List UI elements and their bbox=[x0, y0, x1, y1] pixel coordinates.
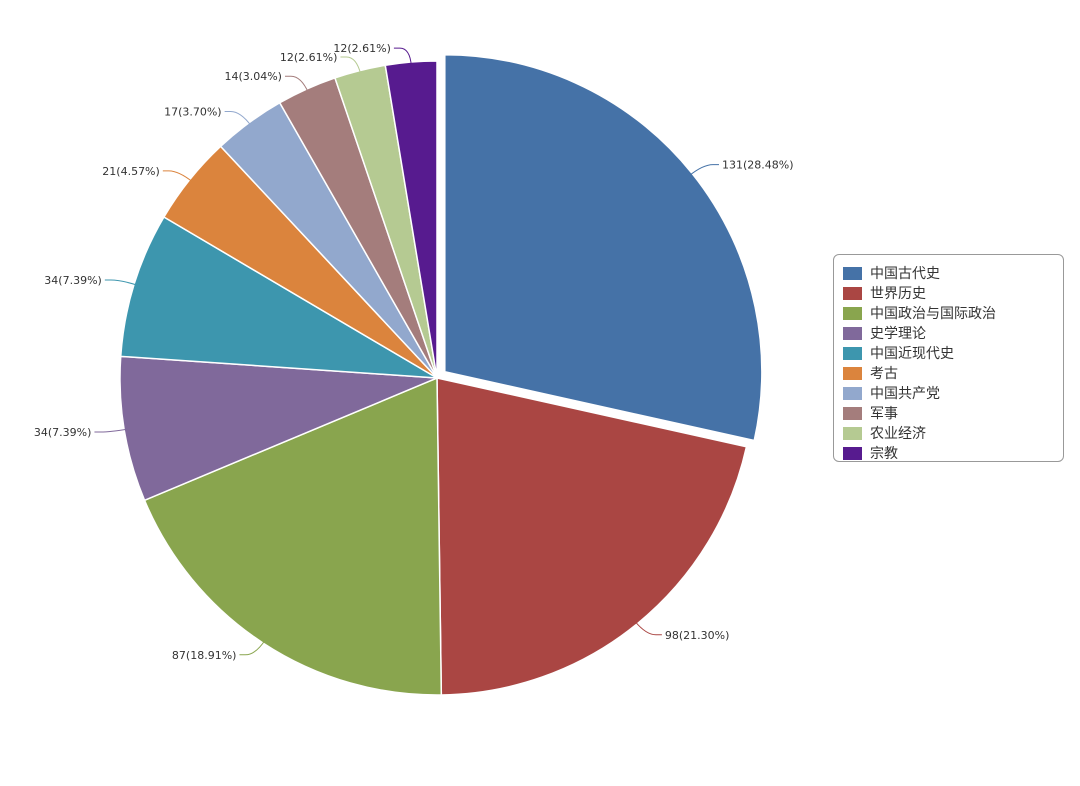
data-label-8: 12(2.61%) bbox=[280, 51, 338, 64]
legend-swatch bbox=[843, 306, 862, 320]
connector-line-9 bbox=[393, 47, 412, 67]
connector-line-1 bbox=[634, 620, 662, 636]
legend-item-6[interactable]: 中国共产党 bbox=[843, 383, 1063, 403]
data-label-3: 34(7.39%) bbox=[34, 426, 92, 439]
pie-slice-0 bbox=[444, 53, 763, 442]
legend-swatch bbox=[843, 326, 862, 340]
legend-label: 世界历史 bbox=[870, 286, 926, 302]
legend-swatch bbox=[843, 386, 862, 400]
legend-item-3[interactable]: 史学理论 bbox=[843, 323, 1063, 343]
legend-label: 中国共产党 bbox=[870, 386, 940, 402]
data-label-7: 14(3.04%) bbox=[224, 70, 282, 83]
legend-item-8[interactable]: 农业经济 bbox=[843, 423, 1063, 443]
legend-item-9[interactable]: 宗教 bbox=[843, 443, 1063, 463]
chart-legend: 中国古代史世界历史中国政治与国际政治 史学理论中国近现代史 考古中国共产党军事农业经… bbox=[833, 254, 1064, 462]
data-label-6: 17(3.70%) bbox=[164, 106, 222, 119]
connector-line-8 bbox=[340, 56, 362, 75]
connector-line-4 bbox=[104, 279, 139, 286]
data-label-5: 21(4.57%) bbox=[102, 165, 160, 178]
connector-line-2 bbox=[239, 639, 266, 656]
legend-label: 史学理论 bbox=[870, 326, 926, 342]
legend-item-5[interactable]: 考古 bbox=[843, 363, 1063, 383]
legend-swatch bbox=[843, 406, 862, 420]
legend-label: 中国政治与国际政治 bbox=[870, 306, 996, 322]
legend-label: 中国近现代史 bbox=[870, 346, 954, 362]
legend-swatch bbox=[843, 446, 862, 460]
legend-swatch bbox=[843, 266, 862, 280]
legend-item-0[interactable]: 中国古代史 bbox=[843, 263, 1063, 283]
connector-line-6 bbox=[224, 111, 252, 127]
connector-line-7 bbox=[284, 75, 309, 93]
legend-label: 考古 bbox=[870, 366, 898, 382]
connector-line-3 bbox=[94, 428, 129, 433]
legend-swatch bbox=[843, 366, 862, 380]
data-label-0: 131(28.48%) bbox=[722, 159, 794, 172]
legend-label: 农业经济 bbox=[870, 426, 926, 442]
legend-item-7[interactable]: 军事 bbox=[843, 403, 1063, 423]
legend-item-2[interactable]: 中国政治与国际政治 bbox=[843, 303, 1063, 323]
legend-swatch bbox=[843, 346, 862, 360]
legend-swatch bbox=[843, 426, 862, 440]
legend-label: 中国古代史 bbox=[870, 266, 940, 282]
data-label-4: 34(7.39%) bbox=[44, 274, 102, 287]
data-label-1: 98(21.30%) bbox=[665, 629, 730, 642]
connector-line-0 bbox=[688, 164, 719, 177]
data-label-2: 87(18.91%) bbox=[172, 649, 237, 662]
legend-swatch bbox=[843, 286, 862, 300]
legend-label: 宗教 bbox=[870, 446, 898, 462]
data-label-9: 12(2.61%) bbox=[333, 42, 391, 55]
legend-item-1[interactable]: 世界历史 bbox=[843, 283, 1063, 303]
legend-item-4[interactable]: 中国近现代史 bbox=[843, 343, 1063, 363]
connector-line-5 bbox=[162, 170, 194, 183]
legend-label: 军事 bbox=[870, 406, 898, 422]
